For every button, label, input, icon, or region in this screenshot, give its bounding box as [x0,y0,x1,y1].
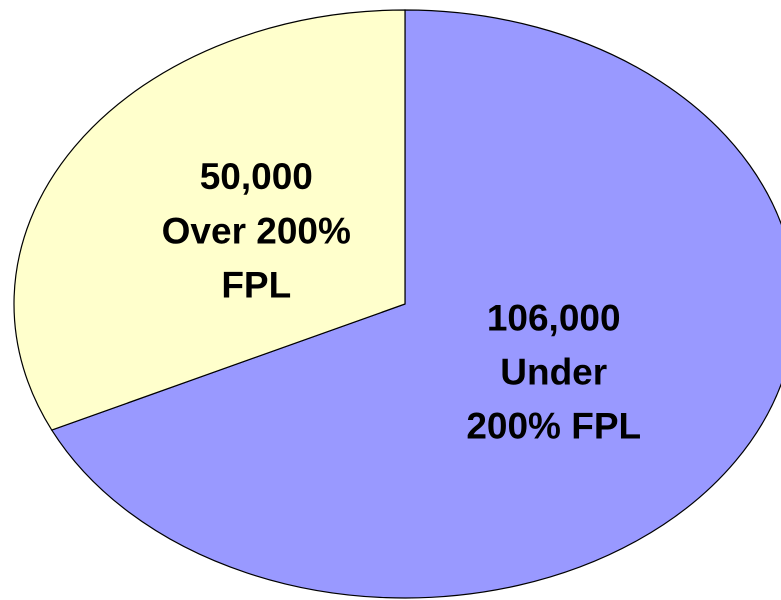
value-label: 106,000 [487,297,621,338]
slice-label: Under 200% FPL [466,351,641,446]
pie-slice [50,9,781,599]
slice-label: Over 200% FPL [162,210,351,305]
value-label: 50,000 [200,156,313,197]
pie-slice [13,9,406,431]
